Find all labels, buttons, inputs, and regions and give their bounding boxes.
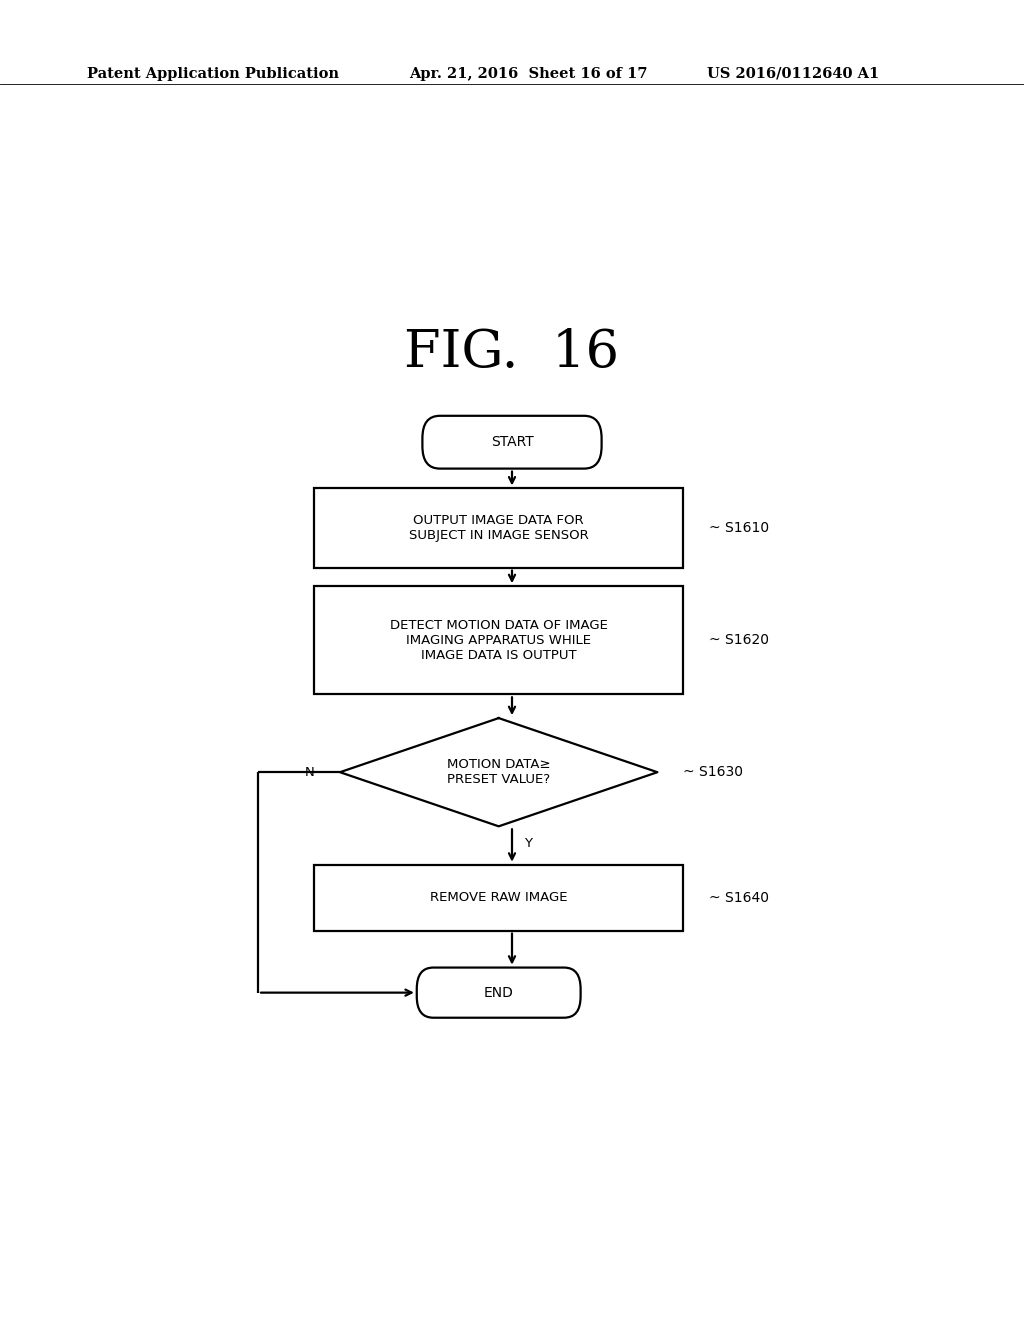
Bar [314, 586, 683, 694]
Text: US 2016/0112640 A1: US 2016/0112640 A1 [707, 67, 879, 81]
Text: Y: Y [524, 837, 532, 850]
Text: FIG.  16: FIG. 16 [404, 327, 620, 378]
Text: END: END [483, 986, 514, 999]
Text: ~ S1630: ~ S1630 [683, 766, 743, 779]
Text: REMOVE RAW IMAGE: REMOVE RAW IMAGE [430, 891, 567, 904]
FancyBboxPatch shape [417, 968, 581, 1018]
Text: OUTPUT IMAGE DATA FOR
SUBJECT IN IMAGE SENSOR: OUTPUT IMAGE DATA FOR SUBJECT IN IMAGE S… [409, 513, 589, 543]
Text: ~ S1610: ~ S1610 [709, 521, 769, 535]
Bar [314, 865, 683, 931]
FancyBboxPatch shape [422, 416, 601, 469]
Text: DETECT MOTION DATA OF IMAGE
IMAGING APPARATUS WHILE
IMAGE DATA IS OUTPUT: DETECT MOTION DATA OF IMAGE IMAGING APPA… [390, 619, 607, 661]
Text: Patent Application Publication: Patent Application Publication [87, 67, 339, 81]
Text: MOTION DATA≥
PRESET VALUE?: MOTION DATA≥ PRESET VALUE? [446, 758, 551, 787]
Polygon shape [340, 718, 657, 826]
Text: Apr. 21, 2016  Sheet 16 of 17: Apr. 21, 2016 Sheet 16 of 17 [410, 67, 648, 81]
Text: START: START [490, 436, 534, 449]
Text: ~ S1640: ~ S1640 [709, 891, 769, 904]
Text: ~ S1620: ~ S1620 [709, 634, 769, 647]
Text: N: N [304, 766, 314, 779]
Bar [314, 488, 683, 568]
